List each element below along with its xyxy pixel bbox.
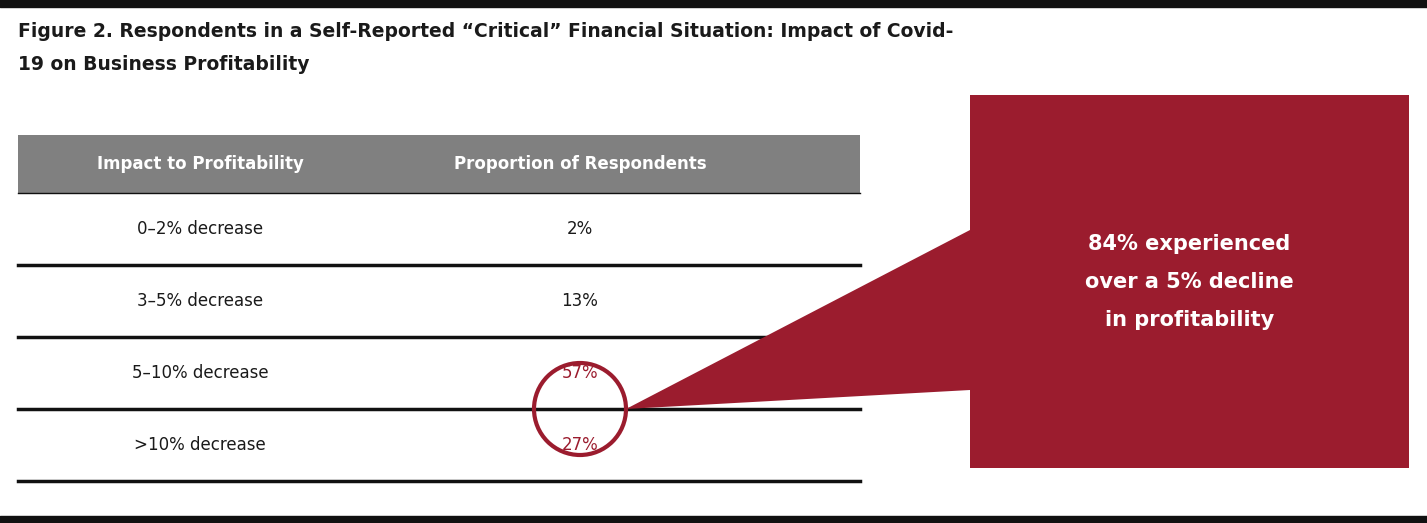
Text: 0–2% decrease: 0–2% decrease [137, 220, 263, 238]
Text: Proportion of Respondents: Proportion of Respondents [454, 155, 706, 173]
Text: 2%: 2% [567, 220, 594, 238]
Text: 27%: 27% [562, 436, 598, 454]
Text: >10% decrease: >10% decrease [134, 436, 265, 454]
Text: 19 on Business Profitability: 19 on Business Profitability [19, 55, 310, 74]
Text: 57%: 57% [562, 364, 598, 382]
Text: 13%: 13% [562, 292, 598, 310]
Text: 3–5% decrease: 3–5% decrease [137, 292, 263, 310]
Bar [970, 95, 1408, 468]
Text: Figure 2. Respondents in a Self-Reported “Critical” Financial Situation: Impact : Figure 2. Respondents in a Self-Reported… [19, 22, 953, 41]
Polygon shape [626, 230, 970, 409]
Text: Impact to Profitability: Impact to Profitability [97, 155, 304, 173]
Text: over a 5% decline: over a 5% decline [1085, 271, 1294, 291]
Bar [19, 135, 860, 193]
Text: 84% experienced: 84% experienced [1089, 233, 1290, 254]
Text: 5–10% decrease: 5–10% decrease [131, 364, 268, 382]
Text: in profitability: in profitability [1104, 310, 1274, 329]
